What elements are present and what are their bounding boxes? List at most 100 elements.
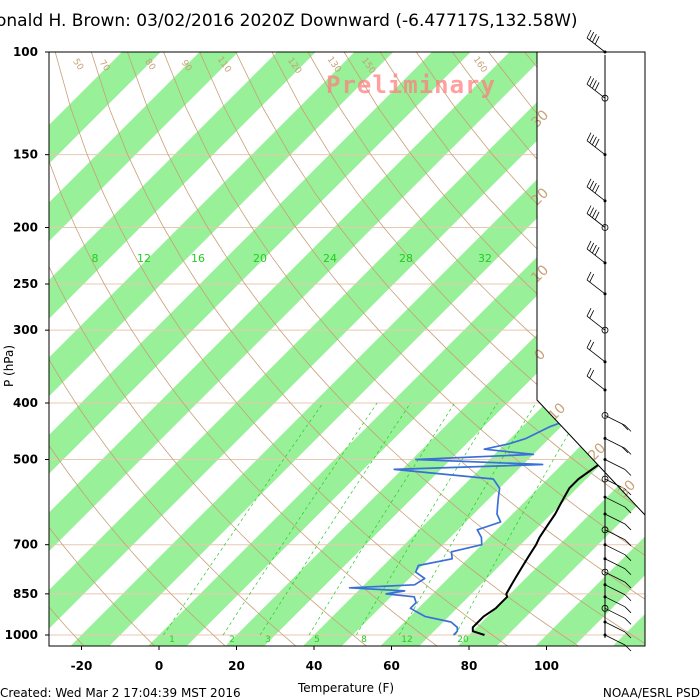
thetae-label: 32 xyxy=(478,252,492,265)
wind-barb-feather xyxy=(592,182,597,192)
pressure-tick-label: 300 xyxy=(13,323,38,337)
wind-barb-feather xyxy=(624,506,632,514)
wind-barb-panel xyxy=(586,29,632,652)
wind-barb-staff xyxy=(604,596,626,608)
wind-barb-feather xyxy=(624,488,632,496)
wind-barb-feather xyxy=(592,80,597,89)
wind-barb-feather xyxy=(592,34,597,43)
mixing-ratio-label: 12 xyxy=(401,635,412,645)
wind-barb-feather xyxy=(589,273,595,283)
pressure-tick-label: 250 xyxy=(13,277,38,291)
wind-barb-feather xyxy=(594,82,600,91)
wind-barb-staff xyxy=(586,279,606,295)
footer-created: Created: Wed Mar 2 17:04:39 MST 2016 xyxy=(0,686,241,700)
dry-adiabat xyxy=(49,444,226,646)
dry-adiabat xyxy=(343,52,645,388)
wind-barb-feather xyxy=(586,240,592,250)
wind-barb-feather xyxy=(586,132,592,141)
wind-barb-feather xyxy=(592,244,597,254)
thetae-label: 28 xyxy=(399,252,413,265)
temperature-tick-label: -20 xyxy=(71,659,93,673)
wind-barb-feather xyxy=(594,36,600,45)
chart-title: onald H. Brown: 03/02/2016 2020Z Downwar… xyxy=(0,11,578,31)
wind-barb-feather xyxy=(589,341,595,351)
isotherm-band xyxy=(70,71,645,646)
wind-barb-feather xyxy=(592,136,597,146)
isotherm-band xyxy=(380,381,645,646)
wind-barb-feather xyxy=(586,75,592,85)
wind-barb-feather xyxy=(589,180,595,190)
isotherm-band xyxy=(535,536,645,646)
thetae-label: 12 xyxy=(137,252,151,265)
wind-barb-feather xyxy=(624,581,632,589)
temperature-tick-label: 20 xyxy=(228,659,245,673)
wind-barb-feather xyxy=(594,211,600,220)
wind-barb-feather xyxy=(589,78,595,87)
wind-barb-staff xyxy=(586,315,606,331)
wind-barb-staff xyxy=(604,584,626,596)
wind-barb-staff xyxy=(586,375,606,391)
wind-barb-feather xyxy=(589,134,595,143)
dry-adiabat xyxy=(271,52,645,471)
temperature-axis: -20 0 20 40 60 80 100 xyxy=(71,646,559,673)
wind-calm-circle xyxy=(601,604,609,612)
mixing-ratio-label: 3 xyxy=(265,635,271,645)
wind-barb-staff xyxy=(586,248,606,264)
mixing-ratio-line xyxy=(163,402,324,636)
wind-barb-feather xyxy=(621,423,629,431)
dry-adiabat xyxy=(49,265,367,646)
pressure-tick-label: 500 xyxy=(13,452,38,466)
wind-barb-staff xyxy=(604,634,626,646)
wind-barb-feather xyxy=(586,178,592,188)
dry-adiabat xyxy=(199,52,645,556)
wind-barb-feather xyxy=(624,539,632,547)
pressure-axis: 100 150 200 250 300 400 500 700 850 1000 xyxy=(5,45,49,642)
wind-barb-staff xyxy=(604,621,626,633)
wind-barb-feather xyxy=(624,568,632,576)
wind-barb-feather xyxy=(624,448,632,455)
mixing-ratio-label: 1 xyxy=(169,635,175,645)
wind-barb-feather xyxy=(589,369,595,379)
isotherm-band xyxy=(49,52,626,629)
wind-barb-feather xyxy=(594,138,600,148)
temperature-tick-label: 80 xyxy=(461,659,478,673)
dry-adiabat xyxy=(54,52,509,646)
isotherm-band xyxy=(49,52,316,319)
wind-barb-staff xyxy=(586,37,606,53)
wind-barb-feather xyxy=(624,606,632,614)
wind-barb-staff xyxy=(604,459,626,470)
dry-adiabat xyxy=(49,526,156,646)
isotherm-band xyxy=(49,52,394,397)
wind-calm-circle xyxy=(601,224,609,231)
wind-barb-feather xyxy=(621,446,629,454)
wind-barb-staff xyxy=(604,607,626,619)
mixing-ratio-line xyxy=(355,402,498,636)
mixing-ratio-label: 2 xyxy=(229,635,235,645)
wind-calm-circle xyxy=(601,411,609,419)
wind-calm-circle xyxy=(601,526,609,534)
dry-adiabat xyxy=(90,52,579,646)
dry-adiabat xyxy=(235,52,645,513)
footer-source: NOAA/ESRL PSD xyxy=(603,686,700,700)
mixing-ratio-label: 5 xyxy=(314,635,320,645)
thetae-label: 24 xyxy=(323,252,337,265)
wind-barb-feather xyxy=(586,367,592,377)
wind-barb-feather xyxy=(586,205,592,214)
wind-panel-mask xyxy=(537,52,645,646)
wind-barb-feather xyxy=(594,247,600,256)
wind-barb-feather xyxy=(624,594,632,602)
wind-barb-feather xyxy=(624,631,632,639)
wind-barb-feather xyxy=(592,209,597,218)
wind-barb-staff xyxy=(604,558,626,570)
mixing-ratio-label: 8 xyxy=(361,635,367,645)
mixing-ratio-line xyxy=(398,402,537,636)
wind-barb-feather xyxy=(589,242,595,252)
thetae-label: 8 xyxy=(92,252,99,265)
dry-adiabat xyxy=(127,52,645,644)
wind-barb-staff xyxy=(604,544,626,556)
wind-calm-circle xyxy=(601,475,609,483)
wind-barb-feather xyxy=(589,31,595,41)
wind-barb-feather xyxy=(624,618,632,625)
